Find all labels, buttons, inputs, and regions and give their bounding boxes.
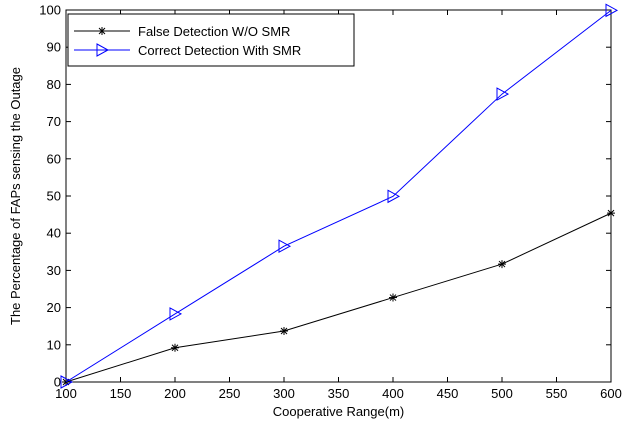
axis-ticks (65, 9, 612, 383)
legend-label-series-1: False Detection W/O SMR (138, 24, 290, 39)
series-2-point-1 (169, 307, 183, 321)
legend-marker-symbol-2 (96, 43, 110, 57)
legend-label-series-2: Correct Detection With SMR (138, 43, 301, 58)
legend-marker-symbol-1 (98, 27, 106, 35)
x-tick-label-4: 300 (273, 386, 295, 401)
axis-tick-labels: 100 150 200 250 300 350 400 450 500 550 600 0 10 20 30… (39, 3, 622, 402)
plot-area (65, 9, 612, 383)
series-2-point-2 (278, 239, 292, 254)
x-tick-label-10: 600 (600, 386, 622, 401)
x-tick-label-3: 250 (219, 386, 241, 401)
y-tick-label-0: 0 (54, 375, 61, 390)
series-1-point-4 (498, 260, 506, 269)
y-tick-label-1: 10 (47, 337, 61, 352)
legend-marker-series-2 (96, 43, 110, 57)
series-2-point-3 (387, 189, 401, 204)
legend-marker-series-1 (98, 27, 106, 35)
series-2-point-5 (605, 3, 619, 18)
series-1-point-2 (280, 327, 288, 336)
series-line-2 (65, 9, 612, 383)
y-tick-label-4: 40 (47, 226, 61, 241)
y-tick-label-7: 70 (47, 114, 61, 129)
y-tick-label-8: 80 (47, 77, 61, 92)
y-tick-label-3: 30 (47, 263, 61, 278)
x-axis-title: Cooperative Range(m) (273, 404, 405, 419)
x-tick-label-2: 200 (164, 386, 186, 401)
x-tick-label-5: 350 (328, 386, 350, 401)
x-tick-label-0: 100 (55, 386, 77, 401)
y-tick-label-10: 100 (39, 3, 61, 18)
y-tick-label-9: 90 (47, 40, 61, 55)
x-tick-label-1: 150 (110, 386, 132, 401)
series-1-point-1 (171, 343, 179, 352)
series-2-point-4 (496, 87, 510, 101)
series-1-point-5 (607, 209, 615, 218)
legend-box (67, 13, 355, 67)
legend: False Detection W/O SMR Correct Detectio… (67, 13, 355, 67)
y-axis-title: The Percentage of FAPs sensing the Outag… (8, 67, 23, 325)
y-tick-label-6: 60 (47, 151, 61, 166)
x-tick-label-6: 400 (382, 386, 404, 401)
x-tick-label-7: 450 (437, 386, 459, 401)
y-tick-label-2: 20 (47, 300, 61, 315)
series-2-point-0 (60, 375, 74, 389)
series-1-point-3 (389, 293, 397, 302)
y-tick-label-5: 50 (47, 189, 61, 204)
series-layer (60, 3, 619, 389)
series-line-1 (65, 212, 612, 383)
x-tick-label-9: 550 (546, 386, 568, 401)
x-tick-label-8: 500 (491, 386, 513, 401)
